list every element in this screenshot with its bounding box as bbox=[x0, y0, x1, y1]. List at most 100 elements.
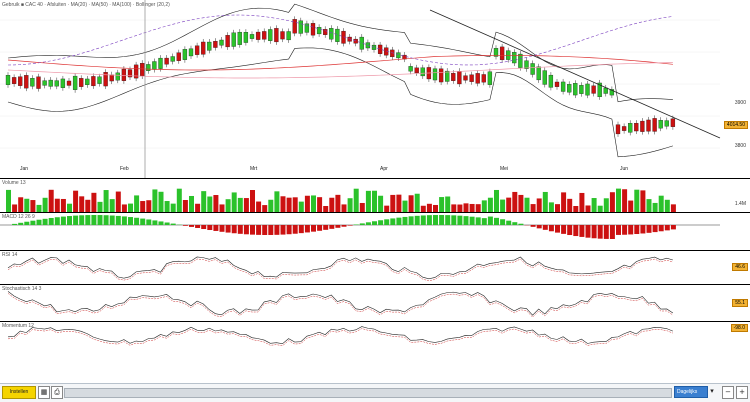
candle bbox=[37, 77, 41, 89]
candle bbox=[433, 69, 437, 80]
price-tick-3900: 3900 bbox=[735, 100, 746, 106]
volume-bar bbox=[6, 190, 11, 212]
macd-bar bbox=[348, 225, 353, 226]
macd-bar bbox=[134, 218, 139, 225]
volume-bar bbox=[512, 192, 517, 212]
macd-bar bbox=[586, 225, 591, 238]
macd-bar bbox=[262, 225, 267, 235]
macd-bar bbox=[372, 221, 377, 225]
rsi-line-signal bbox=[8, 259, 673, 281]
volume-bar bbox=[348, 198, 353, 212]
volume-bar bbox=[549, 202, 554, 212]
volume-bar bbox=[262, 205, 267, 212]
macd-bar bbox=[329, 225, 334, 229]
macd-bar bbox=[506, 221, 511, 225]
volume-bar bbox=[177, 189, 182, 212]
volume-bar bbox=[98, 202, 103, 212]
macd-bar bbox=[622, 225, 627, 235]
candle bbox=[671, 119, 675, 127]
volume-bar bbox=[647, 199, 652, 212]
volume-bar bbox=[451, 204, 456, 212]
chevron-down-icon[interactable]: ▾ bbox=[707, 386, 717, 397]
volume-bar bbox=[61, 199, 66, 212]
month-label: Mei bbox=[500, 166, 508, 172]
volume-bar bbox=[604, 198, 609, 212]
candle bbox=[647, 120, 651, 131]
candle bbox=[79, 78, 83, 86]
volume-bar bbox=[592, 198, 597, 212]
volume-bar bbox=[329, 198, 334, 212]
macd-bar bbox=[396, 218, 401, 225]
candle bbox=[177, 53, 181, 61]
macd-bar bbox=[610, 225, 615, 239]
zoom-out-icon[interactable]: − bbox=[722, 386, 734, 399]
volume-bar bbox=[653, 203, 658, 212]
macd-bar bbox=[146, 219, 151, 225]
candle bbox=[329, 28, 333, 39]
volume-bar bbox=[360, 203, 365, 212]
volume-bar bbox=[152, 189, 157, 212]
stoch-tag: 55.1 bbox=[732, 299, 748, 307]
candle bbox=[238, 32, 242, 45]
volume-bar bbox=[579, 193, 584, 212]
macd-bar bbox=[79, 215, 84, 225]
macd-bar bbox=[531, 225, 536, 227]
macd-bar bbox=[152, 220, 157, 225]
volume-bar bbox=[366, 191, 371, 212]
candle bbox=[604, 88, 608, 94]
volume-bar bbox=[543, 192, 548, 212]
month-label: Jun bbox=[620, 166, 628, 172]
candle bbox=[85, 79, 89, 85]
settings-button[interactable]: Instellen bbox=[2, 386, 36, 399]
interval-select[interactable]: Dagelijks bbox=[674, 386, 708, 398]
macd-bar bbox=[579, 225, 584, 237]
volume-bar bbox=[390, 195, 395, 212]
candle bbox=[482, 74, 486, 82]
stoch-pane: Stochastisch 14 3 55.1 bbox=[0, 285, 750, 321]
macd-bar bbox=[24, 222, 29, 225]
volume-bar bbox=[146, 200, 151, 212]
volume-bar bbox=[256, 202, 261, 212]
macd-bar bbox=[616, 225, 621, 235]
chart-scrollbar[interactable] bbox=[64, 388, 672, 398]
macd-bar bbox=[335, 225, 340, 228]
print-icon[interactable]: ⎙ bbox=[51, 386, 63, 399]
candle bbox=[543, 71, 547, 85]
candle bbox=[122, 69, 126, 81]
volume-bar bbox=[488, 198, 493, 212]
candle bbox=[396, 53, 400, 58]
candle bbox=[653, 118, 657, 131]
calendar-icon[interactable]: ▦ bbox=[38, 386, 50, 399]
macd-bar bbox=[85, 215, 90, 225]
volume-bar bbox=[403, 201, 408, 212]
volume-bar bbox=[622, 189, 627, 212]
volume-bar bbox=[500, 200, 505, 212]
macd-bar bbox=[537, 225, 542, 228]
volume-bar bbox=[317, 197, 322, 212]
volume-bar bbox=[518, 195, 523, 212]
macd-bar bbox=[647, 225, 652, 233]
macd-bar bbox=[256, 225, 261, 235]
volume-bar bbox=[201, 191, 206, 212]
macd-bar bbox=[159, 221, 164, 225]
volume-bar bbox=[634, 190, 639, 212]
candle bbox=[293, 19, 297, 33]
macd-bar bbox=[220, 225, 225, 232]
price-chart bbox=[0, 0, 750, 178]
candle bbox=[250, 34, 254, 38]
macd-bar bbox=[451, 215, 456, 225]
momentum-line-signal bbox=[8, 329, 673, 346]
macd-bar bbox=[171, 224, 176, 225]
candle bbox=[335, 29, 339, 42]
volume-bar bbox=[537, 198, 542, 212]
macd-bar bbox=[274, 225, 279, 235]
macd-bar bbox=[421, 215, 426, 225]
volume-bar bbox=[37, 205, 42, 212]
candle bbox=[189, 49, 193, 56]
candle bbox=[274, 28, 278, 42]
volume-bar bbox=[110, 199, 115, 212]
volume-bar bbox=[427, 204, 432, 212]
macd-bar bbox=[189, 225, 194, 227]
volume-bar bbox=[525, 198, 530, 212]
zoom-in-icon[interactable]: + bbox=[736, 386, 748, 399]
